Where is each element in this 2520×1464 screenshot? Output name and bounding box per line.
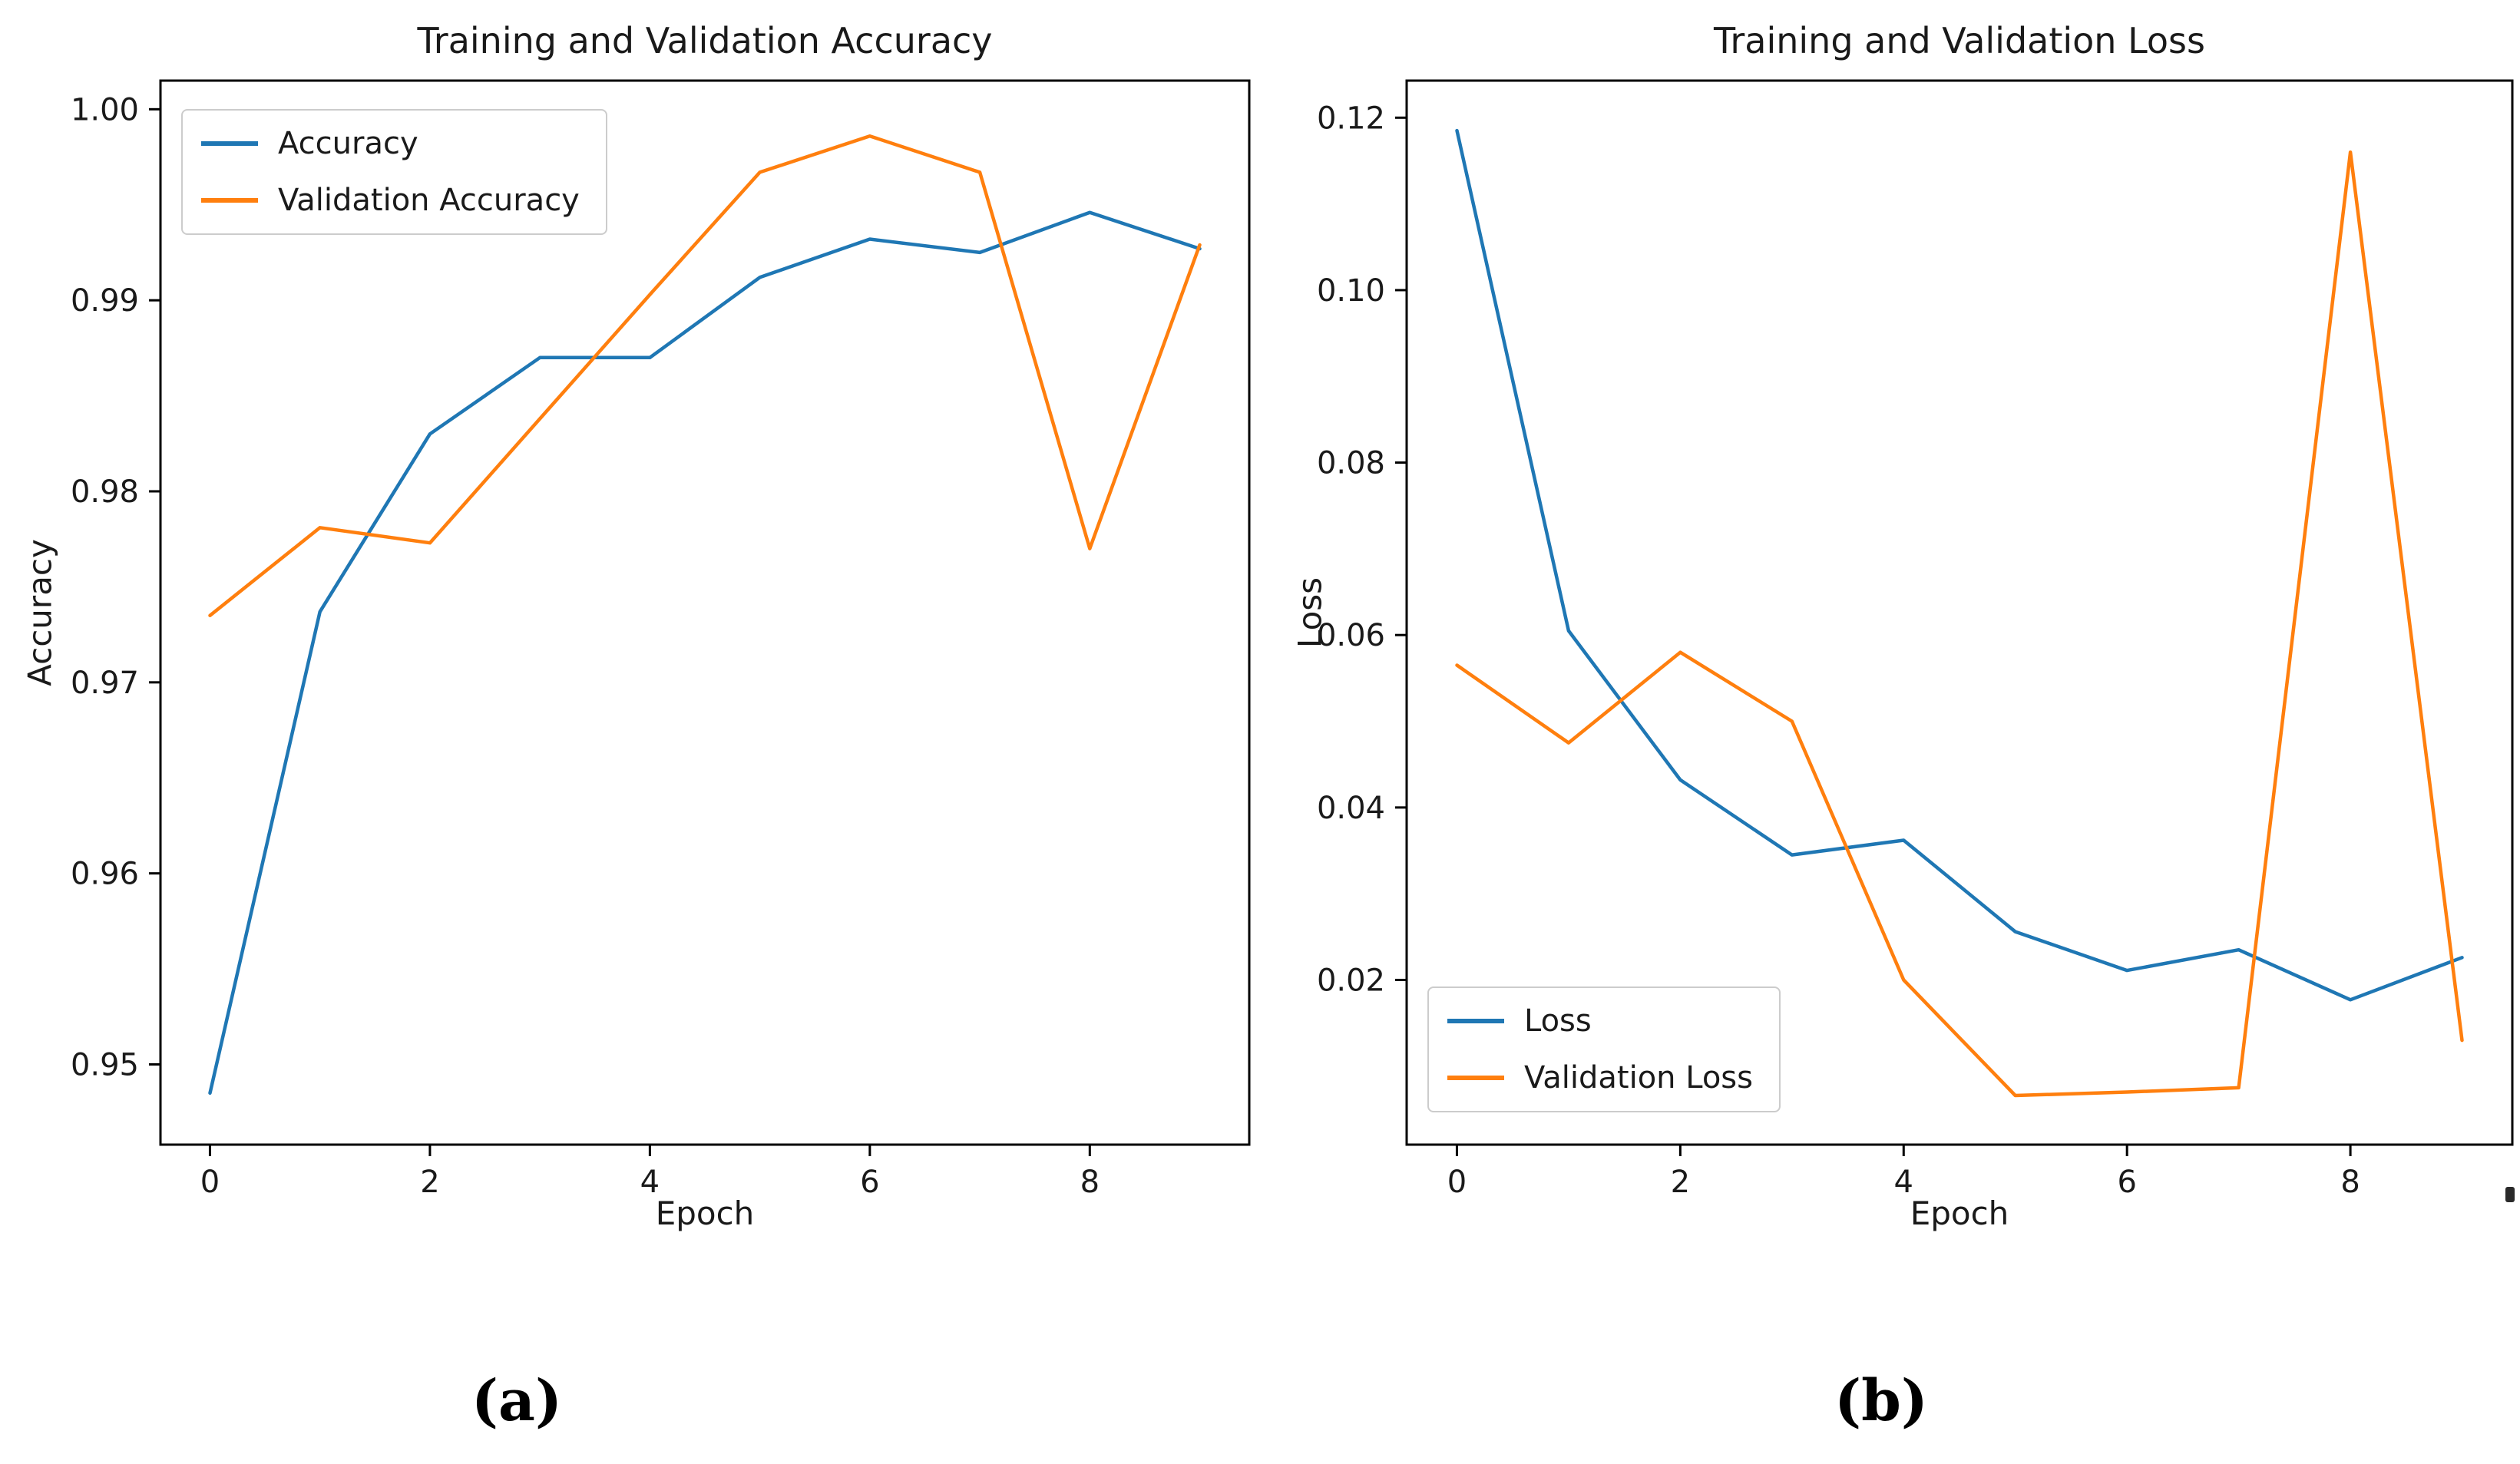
- y-tick-label: 0.06: [1317, 618, 1385, 653]
- x-tick-label: 6: [860, 1165, 879, 1200]
- legend-label: Accuracy: [278, 126, 418, 161]
- y-tick-label: 0.12: [1317, 101, 1385, 136]
- legend-label: Validation Accuracy: [278, 183, 580, 218]
- x-tick-label: 2: [1671, 1165, 1690, 1200]
- edge-artifact-dot: [2505, 1187, 2515, 1202]
- y-tick-label: 0.95: [71, 1047, 139, 1082]
- legend-item: Accuracy: [201, 126, 580, 161]
- validation-loss-line: [1455, 150, 2464, 1098]
- y-tick-label: 0.04: [1317, 791, 1385, 826]
- x-tick-label: 4: [1894, 1165, 1913, 1200]
- subfigure-caption-a: (a): [471, 1368, 562, 1434]
- plot-area: [159, 79, 1251, 1146]
- legend-item: Validation Accuracy: [201, 183, 580, 218]
- validation-accuracy-line-swatch: [201, 198, 258, 203]
- legend-label: Validation Loss: [1524, 1060, 1753, 1096]
- loss-line: [1455, 128, 2464, 1002]
- accuracy-y-axis-label: Accuracy: [21, 539, 59, 686]
- validation-accuracy-line: [208, 134, 1202, 617]
- accuracy-line: [208, 210, 1202, 1096]
- y-tick-label: 0.98: [71, 474, 139, 510]
- loss-chart-title: Training and Validation Loss: [1714, 20, 2205, 61]
- y-tick-label: 0.97: [71, 666, 139, 701]
- loss-legend: Loss Validation Loss: [1427, 986, 1781, 1112]
- subfigure-caption-b: (b): [1834, 1368, 1928, 1434]
- x-tick-label: 8: [2340, 1165, 2360, 1200]
- loss-line-swatch: [1447, 1019, 1504, 1023]
- x-tick-label: 0: [1447, 1165, 1467, 1200]
- y-tick-label: 0.08: [1317, 446, 1385, 481]
- legend-label: Loss: [1524, 1003, 1592, 1039]
- y-tick-label: 0.96: [71, 857, 139, 892]
- validation-loss-line-swatch: [1447, 1076, 1504, 1080]
- accuracy-legend: Accuracy Validation Accuracy: [181, 109, 607, 235]
- loss-y-axis-label: Loss: [1291, 577, 1329, 649]
- y-tick-label: 1.00: [71, 92, 139, 127]
- legend-item: Validation Loss: [1447, 1060, 1753, 1096]
- legend-item: Loss: [1447, 1003, 1753, 1039]
- x-tick-label: 6: [2117, 1165, 2136, 1200]
- plot-area: [1405, 79, 2514, 1146]
- loss-x-axis-label: Epoch: [1910, 1195, 2009, 1232]
- y-tick-label: 0.02: [1317, 963, 1385, 998]
- x-tick-label: 8: [1080, 1165, 1100, 1200]
- x-tick-label: 4: [640, 1165, 660, 1200]
- x-tick-label: 0: [200, 1165, 220, 1200]
- accuracy-x-axis-label: Epoch: [655, 1195, 755, 1232]
- x-tick-label: 2: [420, 1165, 439, 1200]
- accuracy-chart-title: Training and Validation Accuracy: [417, 20, 993, 61]
- y-tick-label: 0.99: [71, 283, 139, 319]
- y-tick-label: 0.10: [1317, 273, 1385, 309]
- accuracy-line-swatch: [201, 141, 258, 146]
